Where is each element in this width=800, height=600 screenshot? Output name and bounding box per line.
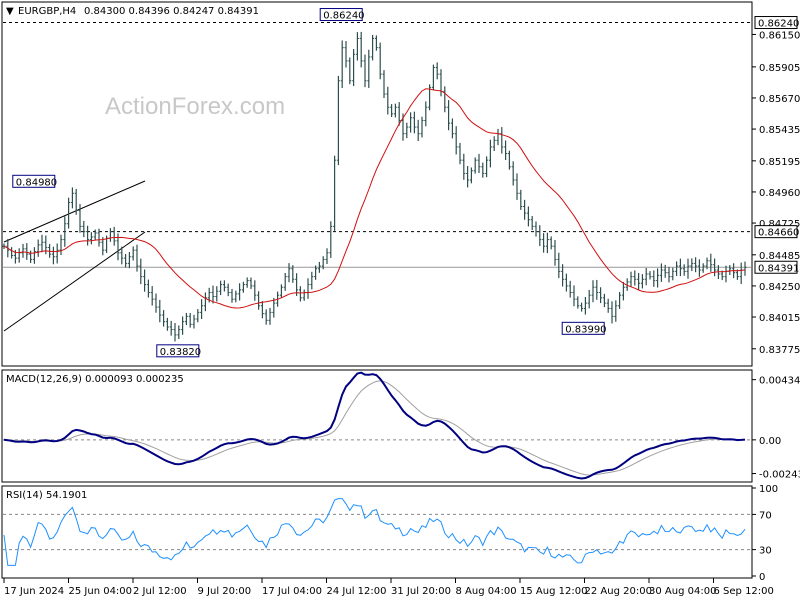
extreme-label-box bbox=[12, 174, 56, 188]
time-tick-label: 15 Aug 12:00 bbox=[520, 586, 587, 597]
price-tick-label: 0.83775 bbox=[759, 345, 800, 356]
rsi-tick-label: 100 bbox=[759, 484, 778, 495]
time-tick-label: 9 Jul 20:00 bbox=[198, 586, 252, 597]
time-tick-label: 17 Jun 2024 bbox=[4, 586, 64, 597]
time-tick-label: 22 Aug 20:00 bbox=[585, 586, 652, 597]
macd-tick-label: -0.002434 bbox=[759, 470, 800, 481]
price-level-label: 0.84660 bbox=[758, 228, 799, 239]
rsi-title: RSI(14) 54.1901 bbox=[6, 490, 87, 501]
time-tick-label: 8 Aug 04:00 bbox=[456, 586, 517, 597]
rsi-tick-label: 70 bbox=[759, 510, 772, 521]
extreme-label: 0.83990 bbox=[565, 324, 606, 335]
time-tick-label: 24 Jul 12:00 bbox=[327, 586, 387, 597]
ohlc-values: 0.84300 0.84396 0.84247 0.84391 bbox=[84, 6, 259, 17]
extreme-label-box bbox=[156, 344, 200, 358]
price-level-box bbox=[754, 16, 798, 30]
extreme-label-box bbox=[561, 321, 605, 335]
price-level-label: 0.86240 bbox=[758, 19, 799, 30]
time-tick-label: 25 Jun 04:00 bbox=[69, 586, 133, 597]
price-tick-label: 0.86150 bbox=[759, 30, 800, 41]
watermark: ActionForex.com bbox=[105, 93, 285, 120]
extreme-label: 0.84980 bbox=[16, 177, 57, 188]
price-level-label: 0.84391 bbox=[758, 263, 799, 274]
time-tick-label: 17 Jul 04:00 bbox=[262, 586, 322, 597]
macd-tick-label: 0.004347 bbox=[759, 376, 800, 387]
dropdown-arrow[interactable]: ▼ bbox=[6, 6, 14, 17]
price-tick-label: 0.84015 bbox=[759, 313, 800, 324]
time-tick-label: 30 Aug 04:00 bbox=[649, 586, 716, 597]
macd-line bbox=[3, 371, 746, 480]
price-tick-label: 0.85435 bbox=[759, 125, 800, 136]
extreme-label: 0.86240 bbox=[323, 11, 364, 22]
macd-tick-label: 0.00 bbox=[759, 436, 781, 447]
price-tick-label: 0.84725 bbox=[759, 219, 800, 230]
price-tick-label: 0.84250 bbox=[759, 282, 800, 293]
macd-title: MACD(12,26,9) 0.000093 0.000235 bbox=[6, 374, 184, 385]
rsi-line bbox=[3, 498, 746, 566]
price-level-box bbox=[754, 260, 798, 274]
price-tick-label: 0.85670 bbox=[759, 94, 800, 105]
price-tick-label: 0.84485 bbox=[759, 251, 800, 262]
moving-average-line bbox=[3, 88, 746, 309]
time-tick-label: 6 Sep 12:00 bbox=[714, 586, 774, 597]
price-tick-label: 0.85905 bbox=[759, 63, 800, 74]
time-tick-label: 31 Jul 20:00 bbox=[391, 586, 451, 597]
price-level-box bbox=[754, 225, 798, 239]
extreme-label: 0.83820 bbox=[160, 347, 201, 358]
rsi-tick-label: 30 bbox=[759, 546, 772, 557]
time-tick-label: 2 Jul 12:00 bbox=[133, 586, 187, 597]
symbol-label: EURGBP,H4 bbox=[18, 6, 76, 17]
price-tick-label: 0.85195 bbox=[759, 157, 800, 168]
price-tick-label: 0.84960 bbox=[759, 188, 800, 199]
price-panel bbox=[1, 1, 753, 367]
macd-signal-line bbox=[3, 380, 745, 476]
rsi-panel bbox=[1, 485, 753, 579]
channel-upper-line bbox=[3, 180, 146, 243]
extreme-label-box bbox=[319, 8, 363, 22]
macd-panel bbox=[1, 369, 753, 483]
rsi-tick-label: 0 bbox=[759, 572, 765, 583]
